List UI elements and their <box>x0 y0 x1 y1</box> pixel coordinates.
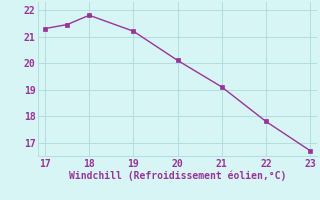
X-axis label: Windchill (Refroidissement éolien,°C): Windchill (Refroidissement éolien,°C) <box>69 170 286 181</box>
